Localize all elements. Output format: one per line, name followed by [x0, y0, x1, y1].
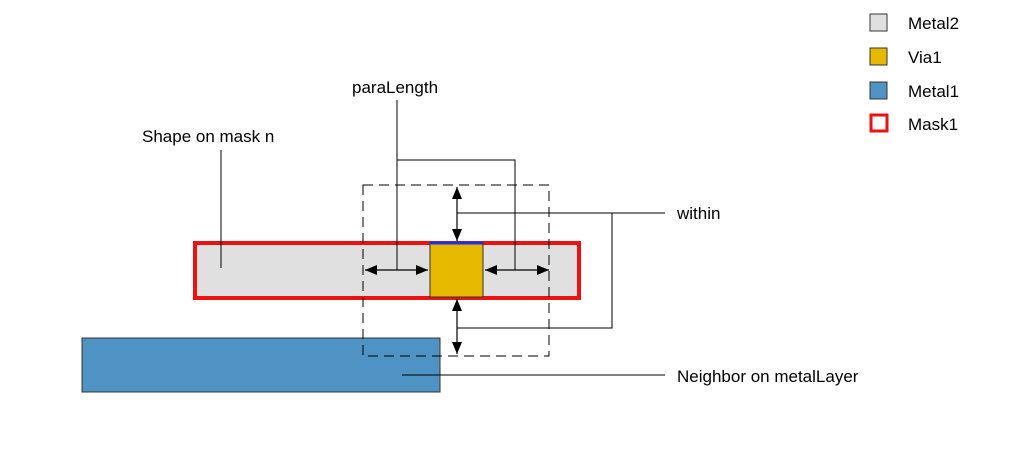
legend-label-via1: Via1 — [908, 48, 942, 67]
legend-item-via1: Via1 — [869, 47, 942, 67]
legend-label-metal2: Metal2 — [908, 14, 959, 33]
legend-swatch-mask1 — [869, 113, 889, 133]
legend-item-metal1: Metal1 — [869, 81, 959, 101]
within-label: within — [676, 204, 720, 223]
metal1-neighbor-shape — [81, 337, 441, 393]
within-region-dashed-box — [362, 184, 550, 357]
neighbor-label: Neighbor on metalLayer — [677, 367, 859, 386]
legend-label-mask1: Mask1 — [908, 115, 958, 134]
legend-label-metal1: Metal1 — [908, 82, 959, 101]
legend-swatch-metal1 — [869, 81, 888, 100]
legend-swatch-via1 — [869, 47, 888, 66]
legend-swatch-metal2 — [869, 13, 888, 32]
within-leader-bracket — [457, 213, 613, 329]
legend: Metal2 Via1 Metal1 Mask1 — [869, 13, 959, 134]
para-length-bracket — [397, 159, 516, 270]
legend-item-metal2: Metal2 — [869, 13, 959, 33]
legend-item-mask1: Mask1 — [869, 113, 958, 134]
shape-on-mask-label: Shape on mask n — [142, 127, 274, 146]
para-length-label: paraLength — [352, 78, 438, 97]
via1-shape — [429, 242, 484, 298]
